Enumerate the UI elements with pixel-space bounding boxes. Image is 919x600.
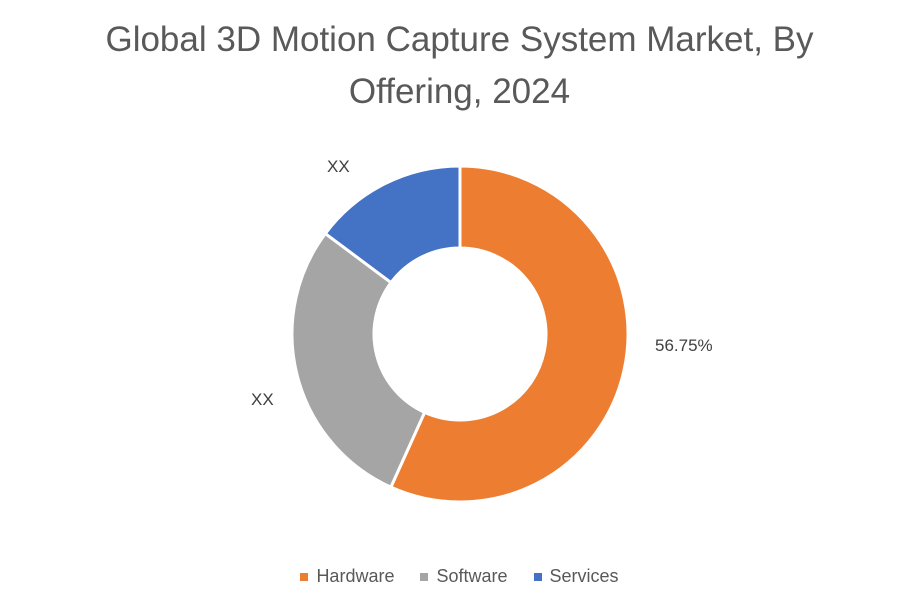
legend-item-software: Software [420, 566, 508, 587]
data-label-hardware: 56.75% [655, 336, 713, 355]
data-label-services: XX [327, 157, 350, 176]
legend-label-software: Software [436, 566, 508, 586]
legend-swatch-hardware [300, 572, 309, 581]
legend-label-services: Services [549, 566, 619, 586]
chart-legend: Hardware Software Services [0, 566, 919, 587]
chart-title-line2: Offering, 2024 [348, 72, 571, 111]
slice-hardware [388, 164, 630, 504]
legend-item-hardware: Hardware [300, 566, 394, 587]
legend-item-services: Services [533, 566, 619, 587]
data-label-software: XX [251, 390, 274, 409]
slice-services [323, 164, 462, 285]
chart-title: Global 3D Motion Capture System Market, … [0, 14, 919, 118]
slice-software [290, 231, 427, 490]
donut-slices [290, 164, 630, 504]
chart-title-line1: Global 3D Motion Capture System Market, … [105, 20, 814, 59]
legend-swatch-services [533, 572, 542, 581]
legend-label-hardware: Hardware [316, 566, 395, 586]
legend-swatch-software [420, 572, 429, 581]
